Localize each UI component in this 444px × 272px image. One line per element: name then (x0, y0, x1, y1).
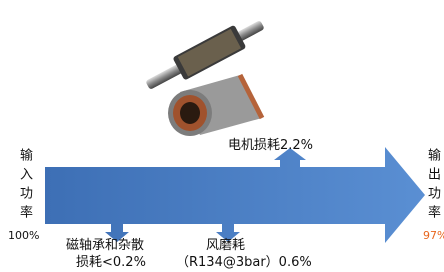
output-label: 输出功率 (424, 148, 440, 224)
input-percent: 100% (8, 228, 39, 244)
loss-label: 电机损耗2.2% (228, 138, 313, 154)
power-flow-arrow (45, 147, 425, 243)
loss-label: 磁轴承和杂散 (66, 238, 144, 254)
output-percent: 97% (423, 228, 444, 244)
loss-label: （R134@3bar）0.6% (176, 255, 312, 271)
loss-label: 损耗<0.2% (76, 255, 146, 271)
stator (168, 75, 262, 136)
diagram-shapes (0, 0, 444, 272)
motor-image (142, 13, 269, 136)
diagram: 输入功率 100% 输出功率 97% 电机损耗2.2% 磁轴承和杂散 损耗<0.… (0, 0, 444, 272)
input-label: 输入功率 (16, 148, 32, 224)
loss-label: 风磨耗 (206, 238, 245, 254)
